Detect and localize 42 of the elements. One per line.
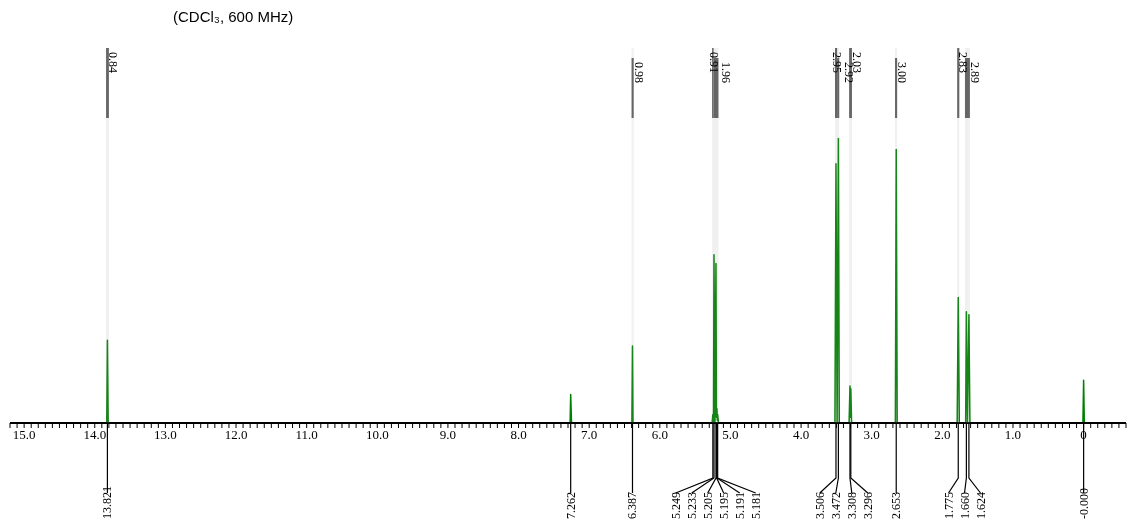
x-tick-label: 5.0 xyxy=(722,427,739,443)
x-tick-label: 10.0 xyxy=(365,427,389,443)
annotation: 5.191 xyxy=(732,492,747,519)
x-tick-label: 4.0 xyxy=(792,427,810,443)
x-tick-label: 9.0 xyxy=(439,427,457,443)
annotation: 2.653 xyxy=(889,492,904,519)
band-label: 0.98 xyxy=(631,62,646,83)
x-tick-label: 14.0 xyxy=(83,427,107,443)
annotation: 5.233 xyxy=(684,492,699,519)
band-label: 2.83 xyxy=(955,52,970,73)
x-tick-label: 11.0 xyxy=(295,427,318,443)
x-tick-label: 7.0 xyxy=(581,427,598,443)
annotation: 3.472 xyxy=(828,492,843,519)
annotation: 1.775 xyxy=(941,492,956,519)
annotation: 1.624 xyxy=(973,492,988,519)
band-label: 2.89 xyxy=(967,62,982,83)
band-label: 1.96 xyxy=(719,62,734,83)
x-tick-label: 15.0 xyxy=(12,427,36,443)
annotation: 7.262 xyxy=(563,492,578,519)
band-label: 2.95 xyxy=(830,52,845,73)
x-tick-label: 1.0 xyxy=(1004,427,1022,443)
annotation: 5.249 xyxy=(668,492,683,519)
x-tick-label: 8.0 xyxy=(510,427,527,443)
chart-title: (CDCl₃, 600 MHz) xyxy=(173,8,294,25)
x-tick-label: 6.0 xyxy=(651,427,668,443)
x-tick-label: 12.0 xyxy=(224,427,248,443)
x-tick-label: 2.0 xyxy=(934,427,951,443)
annotation: 3.296 xyxy=(860,492,875,519)
x-tick-label: 13.0 xyxy=(154,427,177,443)
annotation: 3.308 xyxy=(844,492,859,519)
annotation: 5.205 xyxy=(700,492,715,519)
band-label: 3.00 xyxy=(895,62,910,83)
annotation: 6.387 xyxy=(625,492,640,519)
annotation: 5.195 xyxy=(716,492,731,519)
annotation: 1.660 xyxy=(957,492,972,519)
annotation: -0.000 xyxy=(1076,488,1091,519)
annotation: 13.821 xyxy=(100,486,115,519)
annotation: 5.181 xyxy=(748,492,763,519)
band-label: 0.84 xyxy=(106,52,121,73)
annotation: 3.506 xyxy=(812,492,827,519)
band-label: 0.91 xyxy=(707,52,722,73)
x-tick-label: 3.0 xyxy=(863,427,880,443)
